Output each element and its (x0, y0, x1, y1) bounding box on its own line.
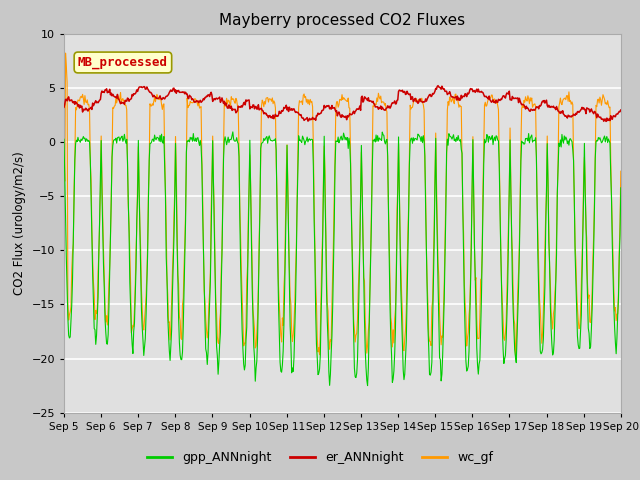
Text: MB_processed: MB_processed (78, 56, 168, 69)
Y-axis label: CO2 Flux (urology/m2/s): CO2 Flux (urology/m2/s) (13, 151, 26, 295)
Legend: gpp_ANNnight, er_ANNnight, wc_gf: gpp_ANNnight, er_ANNnight, wc_gf (142, 446, 498, 469)
Title: Mayberry processed CO2 Fluxes: Mayberry processed CO2 Fluxes (220, 13, 465, 28)
